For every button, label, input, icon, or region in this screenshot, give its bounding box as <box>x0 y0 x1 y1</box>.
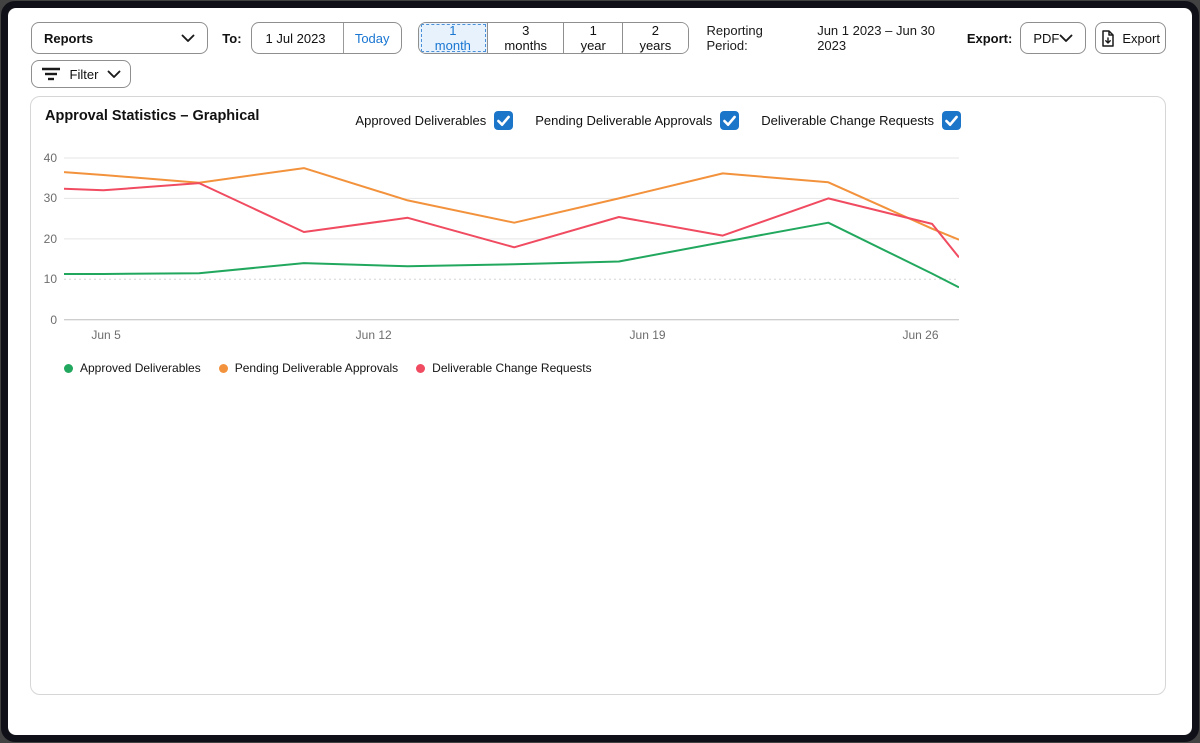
reports-dropdown[interactable]: Reports <box>31 22 209 54</box>
legend-dot-icon <box>64 363 73 373</box>
today-button[interactable]: Today <box>342 23 401 53</box>
export-button[interactable]: Export <box>1095 22 1166 54</box>
chart-legend: Approved Deliverables Pending Deliverable… <box>64 361 592 375</box>
legend-label: Approved Deliverables <box>80 361 201 375</box>
series-toggle[interactable]: Deliverable Change Requests <box>761 111 961 130</box>
checkbox-checked-icon[interactable] <box>494 111 514 130</box>
x-tick-label: Jun 12 <box>355 328 392 342</box>
range-option-3-months[interactable]: 3 months <box>488 23 565 53</box>
legend-item: Pending Deliverable Approvals <box>218 361 399 375</box>
y-tick-label: 0 <box>50 312 57 327</box>
export-file-icon <box>1102 29 1115 47</box>
export-format-dropdown[interactable]: PDF <box>1020 22 1087 54</box>
filter-icon <box>41 67 60 81</box>
chart-plot-area <box>63 157 960 321</box>
legend-dot-icon <box>218 363 228 373</box>
range-option-1-month[interactable]: 1 month <box>418 23 489 53</box>
reports-dropdown-value: Reports <box>44 30 94 46</box>
series-toggle[interactable]: Pending Deliverable Approvals <box>535 111 740 130</box>
y-tick-label: 30 <box>43 191 57 206</box>
x-tick-label: Jun 5 <box>91 328 121 342</box>
y-tick-label: 20 <box>43 231 57 246</box>
reporting-period-value: Jun 1 2023 – Jun 30 2023 <box>817 23 936 53</box>
series-toggle[interactable]: Approved Deliverables <box>355 111 514 130</box>
line-chart <box>63 154 960 326</box>
filter-label: Filter <box>69 66 99 82</box>
export-label: Export: <box>966 30 1013 46</box>
chart-card: Approval Statistics – Graphical Approved… <box>30 96 1166 695</box>
series-line <box>63 167 960 241</box>
chevron-down-icon <box>181 34 195 42</box>
legend-item: Approved Deliverables <box>64 361 201 375</box>
reporting-period-label: Reporting Period: <box>706 23 763 53</box>
y-tick-label: 40 <box>43 151 57 165</box>
series-line <box>64 221 960 289</box>
legend-item: Deliverable Change Requests <box>416 361 592 375</box>
series-toggle-label: Pending Deliverable Approvals <box>535 113 713 128</box>
chevron-down-icon <box>107 70 121 78</box>
export-button-label: Export <box>1122 30 1160 46</box>
legend-label: Deliverable Change Requests <box>432 361 592 375</box>
checkbox-checked-icon[interactable] <box>720 111 740 130</box>
date-to-group: 1 Jul 2023 Today <box>250 22 402 54</box>
to-label: To: <box>222 30 242 46</box>
legend-dot-icon <box>416 363 426 373</box>
toolbar: Reports To: 1 Jul 2023 Today 1 month 3 mo… <box>31 22 1166 54</box>
range-option-1-year[interactable]: 1 year <box>564 23 624 53</box>
series-toggle-label: Deliverable Change Requests <box>761 113 934 128</box>
legend-label: Pending Deliverable Approvals <box>234 361 399 375</box>
series-toggle-label: Approved Deliverables <box>355 113 487 128</box>
filter-button[interactable]: Filter <box>31 60 131 88</box>
series-toggles: Approved Deliverables Pending Deliverable… <box>355 111 961 130</box>
chart-title: Approval Statistics – Graphical <box>45 108 260 124</box>
range-segmented: 1 month 3 months 1 year 2 years <box>417 22 689 54</box>
x-tick-label: Jun 26 <box>902 328 939 342</box>
date-to-input[interactable]: 1 Jul 2023 <box>265 30 326 46</box>
app-window: Reports To: 1 Jul 2023 Today 1 month 3 mo… <box>8 8 1192 735</box>
range-option-2-years[interactable]: 2 years <box>623 23 688 53</box>
series-line <box>63 182 960 259</box>
chevron-down-icon <box>1059 34 1073 42</box>
export-format-value: PDF <box>1033 30 1060 46</box>
checkbox-checked-icon[interactable] <box>942 111 961 130</box>
x-tick-label: Jun 19 <box>629 328 666 342</box>
y-tick-label: 10 <box>43 272 57 287</box>
